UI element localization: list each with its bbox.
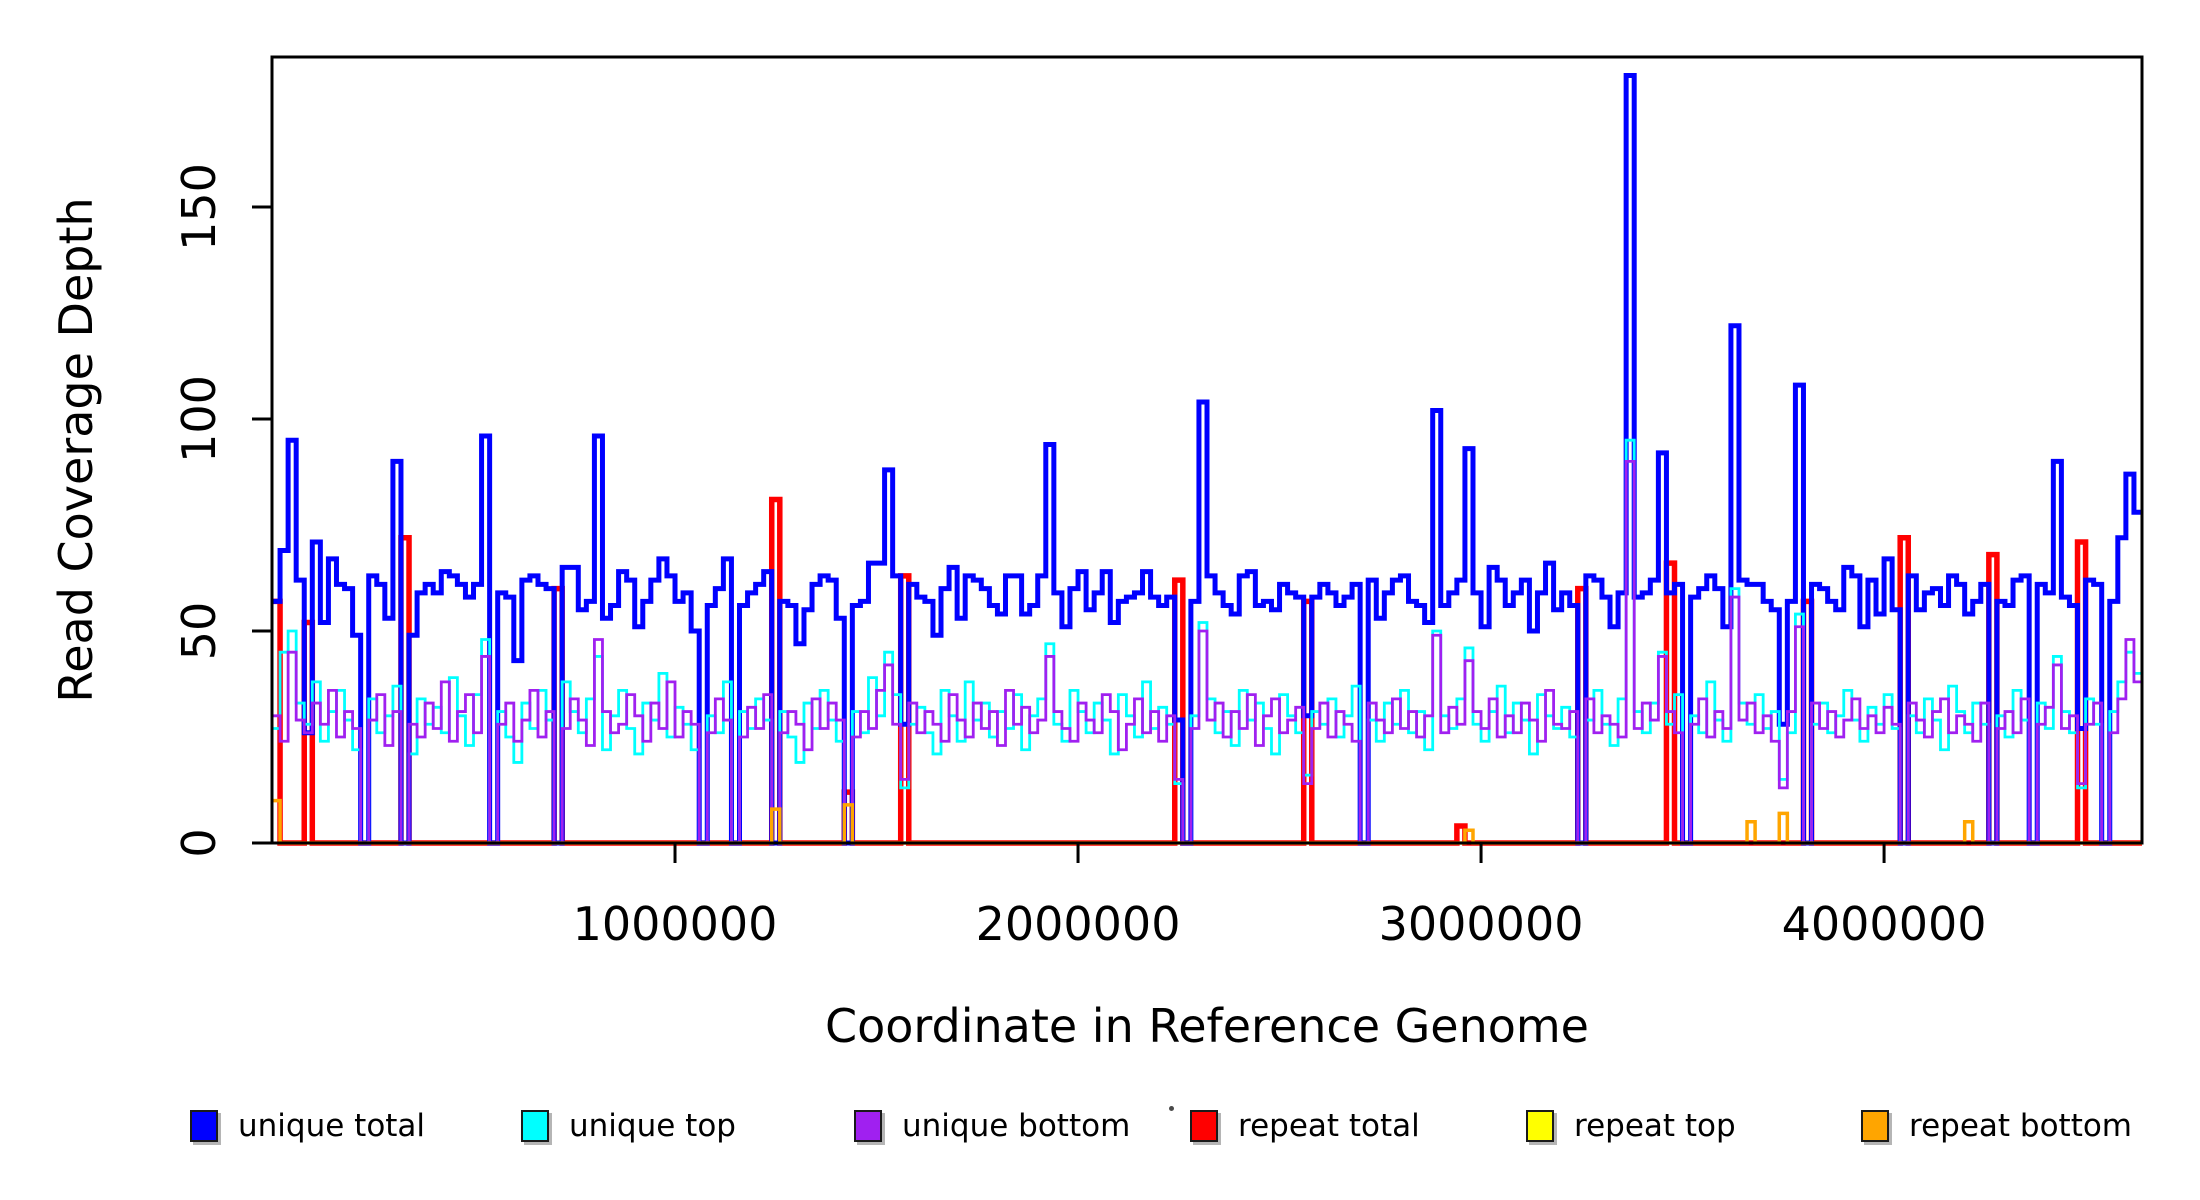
- chart-legend: unique total unique top unique bottom re…: [0, 1104, 2200, 1164]
- repeat-total-swatch: [1190, 1110, 1218, 1142]
- x-tick-label: 1000000: [573, 897, 778, 951]
- series-unique-total-line: [272, 73, 2142, 846]
- x-tick-label: 2000000: [976, 897, 1181, 951]
- legend-item-unique-top: unique top: [521, 1104, 736, 1148]
- legend-label: unique bottom: [902, 1108, 1131, 1144]
- y-tick-label: 50: [172, 602, 226, 661]
- unique-top-swatch: [521, 1110, 549, 1142]
- axes-layer: 1000000 2000000 3000000 4000000 0 50 100 150: [172, 163, 1987, 951]
- repeat-top-swatch: [1526, 1110, 1554, 1142]
- y-tick-label: 100: [172, 375, 226, 463]
- legend-label: repeat top: [1574, 1108, 1736, 1144]
- x-axis-title: Coordinate in Reference Genome: [825, 999, 1589, 1053]
- unique-total-swatch: [190, 1110, 218, 1142]
- legend-label: unique top: [569, 1108, 736, 1144]
- legend-label: repeat bottom: [1909, 1108, 2133, 1144]
- legend-item-repeat-bottom: repeat bottom: [1861, 1104, 2132, 1148]
- repeat-bottom-swatch: [1861, 1110, 1889, 1142]
- x-tick-label: 4000000: [1782, 897, 1987, 951]
- stray-dot-artifact: [1169, 1106, 1174, 1111]
- y-tick-label: 0: [172, 828, 226, 857]
- series-unique-bottom-line: [272, 460, 2142, 845]
- legend-item-unique-bottom: unique bottom: [854, 1104, 1130, 1148]
- series-layer: [272, 73, 2142, 846]
- unique-bottom-swatch: [854, 1110, 882, 1142]
- legend-item-unique-total: unique total: [190, 1104, 425, 1148]
- plot-border: [270, 55, 2144, 845]
- legend-item-repeat-total: repeat total: [1190, 1104, 1420, 1148]
- x-tick-label: 3000000: [1379, 897, 1584, 951]
- legend-label: unique total: [238, 1108, 426, 1144]
- legend-item-repeat-top: repeat top: [1526, 1104, 1736, 1148]
- legend-label: repeat total: [1238, 1108, 1420, 1144]
- y-axis-title: Read Coverage Depth: [49, 197, 103, 702]
- y-tick-label: 150: [172, 163, 226, 251]
